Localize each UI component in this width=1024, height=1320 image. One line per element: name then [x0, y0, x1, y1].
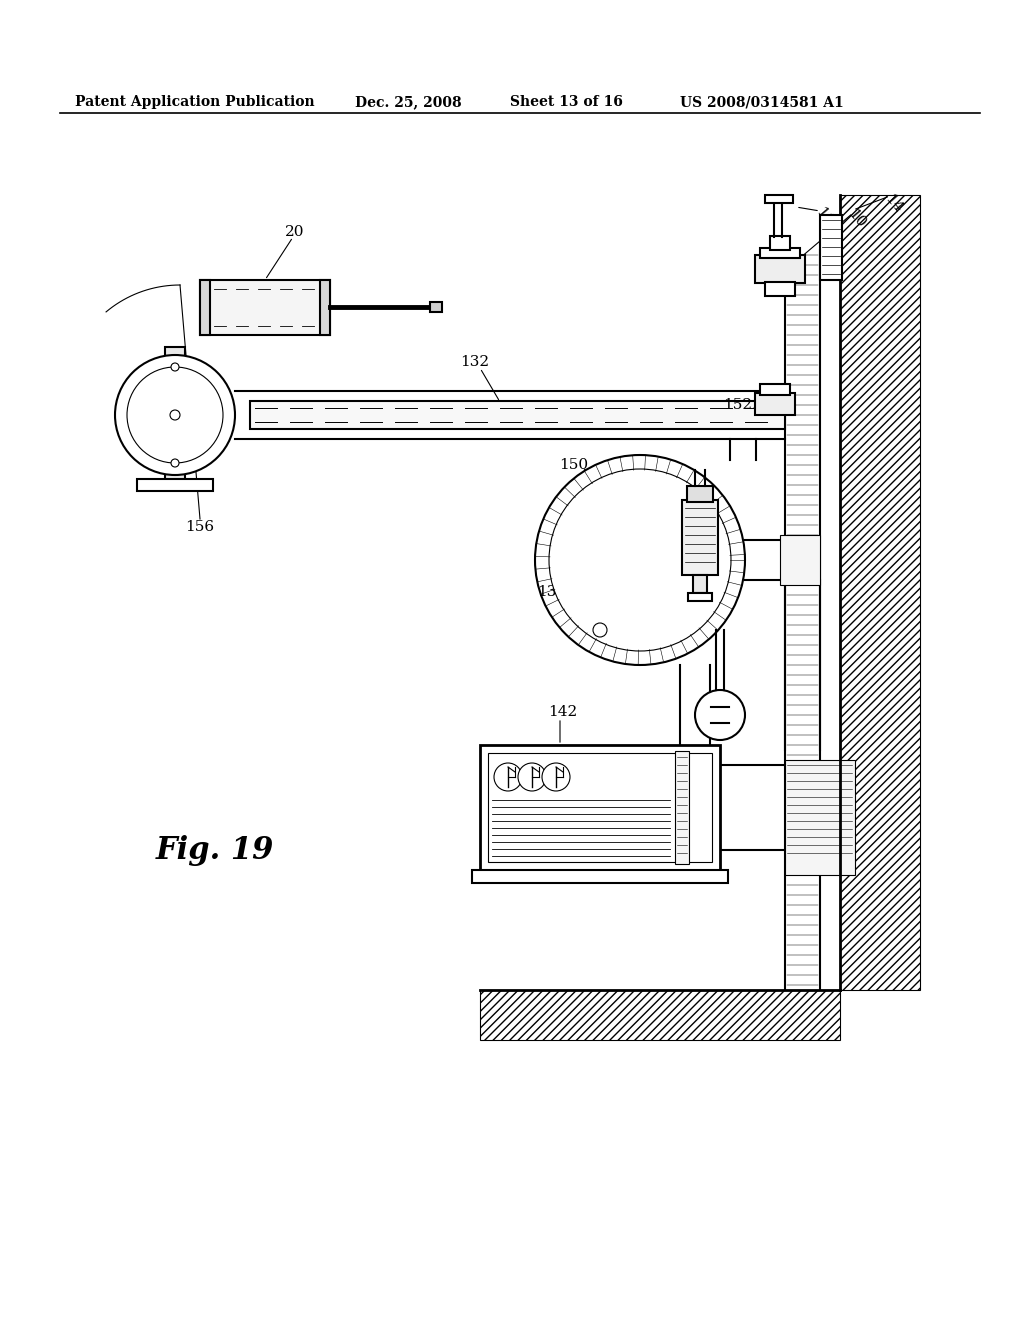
Text: 136: 136 [538, 585, 566, 599]
Circle shape [171, 363, 179, 371]
Text: 156: 156 [185, 520, 215, 535]
Bar [682, 500, 718, 576]
Circle shape [494, 763, 522, 791]
Bar [755, 393, 795, 414]
Bar [472, 870, 728, 883]
Bar [319, 280, 330, 335]
Bar [840, 195, 920, 990]
Circle shape [127, 367, 223, 463]
Bar [688, 593, 712, 601]
Circle shape [171, 459, 179, 467]
Bar [137, 479, 213, 491]
Bar [430, 302, 442, 312]
Bar [488, 752, 712, 862]
Bar [765, 282, 795, 296]
Text: 10: 10 [845, 207, 867, 231]
Bar [755, 255, 805, 282]
Bar [687, 486, 713, 502]
Bar [480, 744, 720, 870]
Circle shape [518, 763, 546, 791]
Bar [480, 990, 840, 1040]
Bar [770, 236, 790, 249]
Circle shape [593, 623, 607, 638]
Bar [760, 384, 790, 395]
Bar [200, 280, 210, 335]
Text: Sheet 13 of 16: Sheet 13 of 16 [510, 95, 623, 110]
Bar [820, 215, 842, 280]
Text: 140: 140 [610, 508, 640, 521]
Circle shape [549, 469, 731, 651]
Bar [785, 760, 855, 875]
Circle shape [695, 690, 745, 741]
Bar [760, 248, 800, 257]
Bar [200, 280, 330, 335]
Text: Dec. 25, 2008: Dec. 25, 2008 [355, 95, 462, 110]
Bar [780, 535, 820, 585]
Text: 150: 150 [559, 458, 589, 473]
Bar [693, 576, 707, 593]
Circle shape [535, 455, 745, 665]
Circle shape [542, 763, 570, 791]
Text: 132: 132 [461, 355, 489, 370]
Bar [250, 401, 785, 429]
Circle shape [115, 355, 234, 475]
Bar [675, 751, 689, 865]
Text: Patent Application Publication: Patent Application Publication [75, 95, 314, 110]
Text: Fig. 19: Fig. 19 [156, 836, 274, 866]
Bar [165, 347, 185, 483]
Text: 142: 142 [549, 705, 578, 719]
Text: 16: 16 [812, 205, 836, 228]
Text: US 2008/0314581 A1: US 2008/0314581 A1 [680, 95, 844, 110]
Text: 14: 14 [882, 191, 904, 216]
Bar [765, 195, 793, 203]
Text: 152: 152 [723, 399, 752, 412]
Circle shape [170, 411, 180, 420]
Text: 20: 20 [286, 224, 305, 239]
